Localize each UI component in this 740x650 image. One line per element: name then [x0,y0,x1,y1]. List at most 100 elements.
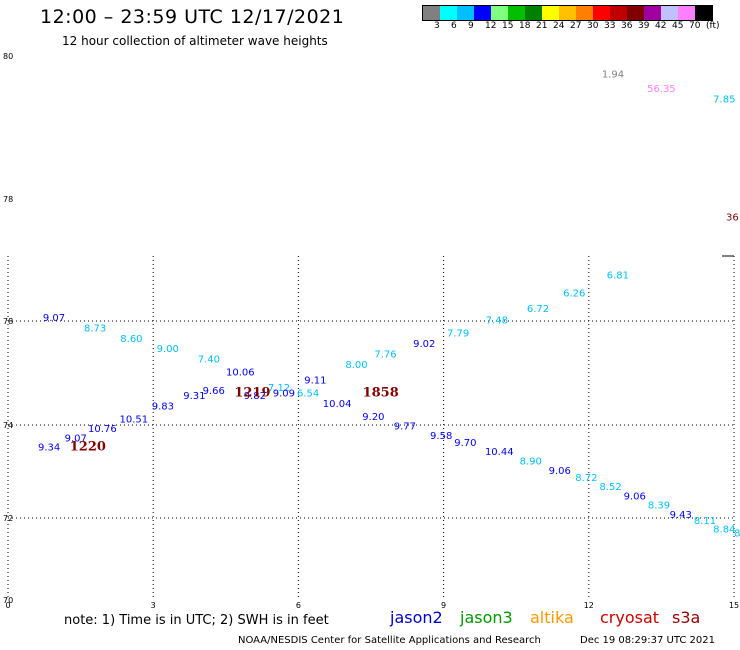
legend-swatch [440,6,457,20]
legend-swatch [627,6,644,20]
swh-value-label: 9.58 [430,431,452,442]
x-tick-label: 15 [729,601,739,610]
legend-swatch [661,6,678,20]
legend-label: 36 [621,21,633,31]
satellite-s3a: s3a [672,608,701,627]
legend-swatch [491,6,508,20]
swh-value-label: 8. [734,528,740,539]
color-scale-legend [422,5,713,21]
legend-label: 45 [672,21,684,31]
swh-value-label: 8.73 [84,323,106,334]
swh-value-label: 9.06 [549,466,571,477]
swh-value-label: 8.72 [575,473,597,484]
swh-value-label: 9.66 [203,386,225,397]
swh-value-label: 56.35 [647,84,676,95]
legend-swatch [559,6,576,20]
legend-label: 42 [655,21,667,31]
x-tick-label: 0 [5,601,10,610]
swh-value-label: 9.43 [670,510,692,521]
swh-value-label: 8.52 [599,482,621,493]
satellite-altika: altika [530,608,574,627]
legend-label: 33 [604,21,616,31]
satellite-jason2: jason2 [390,608,443,627]
swh-value-label: 8.84 [713,524,735,535]
swh-value-label: 10.76 [88,424,117,435]
swh-value-label: 9.20 [362,412,384,423]
legend-swatch [644,6,661,20]
swh-value-label: 8.00 [345,360,367,371]
legend-label: 70 [689,21,701,31]
satellite-jason3: jason3 [460,608,513,627]
x-tick-label: 3 [151,601,156,610]
y-tick-label: 70 [3,596,13,605]
legend-label: 30 [587,21,599,31]
swh-value-label: 7.76 [374,349,396,360]
y-tick-label: 74 [3,421,13,430]
swh-value-label: 9.82 [244,391,266,402]
y-tick-label: 72 [3,514,13,523]
chart-title: 12:00 – 23:59 UTC 12/17/2021 [40,6,345,28]
swh-value-label: 9.70 [454,438,476,449]
swh-value-label: 6.26 [563,289,585,300]
swh-value-label: 10.04 [323,399,352,410]
swh-value-label: 9.02 [413,339,435,350]
swh-value-label: 6.72 [527,304,549,315]
legend-swatch [695,6,712,20]
legend-swatch [678,6,695,20]
legend-label: 9 [468,21,474,31]
legend-label: 18 [519,21,531,31]
swh-value-label: 7.12 [268,383,290,394]
legend-label: (ft) [706,21,720,31]
legend-label: 24 [553,21,565,31]
swh-value-label: 36. [726,212,740,223]
y-tick-label: 78 [3,195,13,204]
swh-value-label: 10.06 [226,368,255,379]
swh-value-label: 7.79 [447,329,469,340]
swh-value-label: 8.11 [694,516,716,527]
legend-label: 6 [451,21,457,31]
swh-value-label: 9.11 [304,375,326,386]
legend-swatch [593,6,610,20]
legend-swatch [508,6,525,20]
x-tick-label: 12 [584,601,594,610]
chart-subtitle: 12 hour collection of altimeter wave hei… [62,34,328,48]
legend-swatch [576,6,593,20]
swh-value-label: 7.40 [198,355,220,366]
swh-value-label: 9.09 [273,388,295,399]
legend-swatch [423,6,440,20]
pass-time-label: 1858 [363,385,399,400]
swh-value-label: 7.85 [713,94,735,105]
swh-value-label: 9.06 [624,491,646,502]
legend-swatch [457,6,474,20]
y-tick-label: 78 [3,317,13,326]
legend-label: 39 [638,21,650,31]
swh-value-label: 8.90 [520,457,542,468]
swh-value-label: 7.48 [486,316,508,327]
swh-value-label: 9.31 [183,391,205,402]
units-note: note: 1) Time is in UTC; 2) SWH is in fe… [64,613,329,628]
swh-value-label: 9.83 [152,401,174,412]
legend-label: 21 [536,21,548,31]
legend-swatch [525,6,542,20]
swh-value-label: 9.77 [394,422,416,433]
swh-value-label: 6.81 [607,270,629,281]
swh-value-label: 8.60 [120,334,142,345]
legend-swatch [610,6,627,20]
legend-swatch [542,6,559,20]
swh-value-label: 9.07 [43,313,65,324]
pass-time-label: 1220 [70,440,106,455]
swh-value-label: 9.07 [65,433,87,444]
swh-value-label: 8.39 [648,501,670,512]
swh-value-label: 6.54 [297,388,319,399]
color-scale-labels: 3 6 9 12 15 18 21 24 27 30 33 36 39 42 45 70 (ft) [422,21,740,33]
swh-value-label: 9.34 [38,443,60,454]
legend-label: 15 [502,21,514,31]
swh-value-label: 10.44 [485,447,514,458]
x-tick-label: 6 [296,601,301,610]
footer-credit: NOAA/NESDIS Center for Satellite Applica… [238,635,541,646]
x-tick-label: 9 [441,601,446,610]
plot-area: 70 72 74 78 78 80 0 3 6 9 12 15 1.94 56.35 7.85 36. 9.07… [3,52,740,610]
legend-label: 3 [434,21,440,31]
legend-swatch [474,6,491,20]
